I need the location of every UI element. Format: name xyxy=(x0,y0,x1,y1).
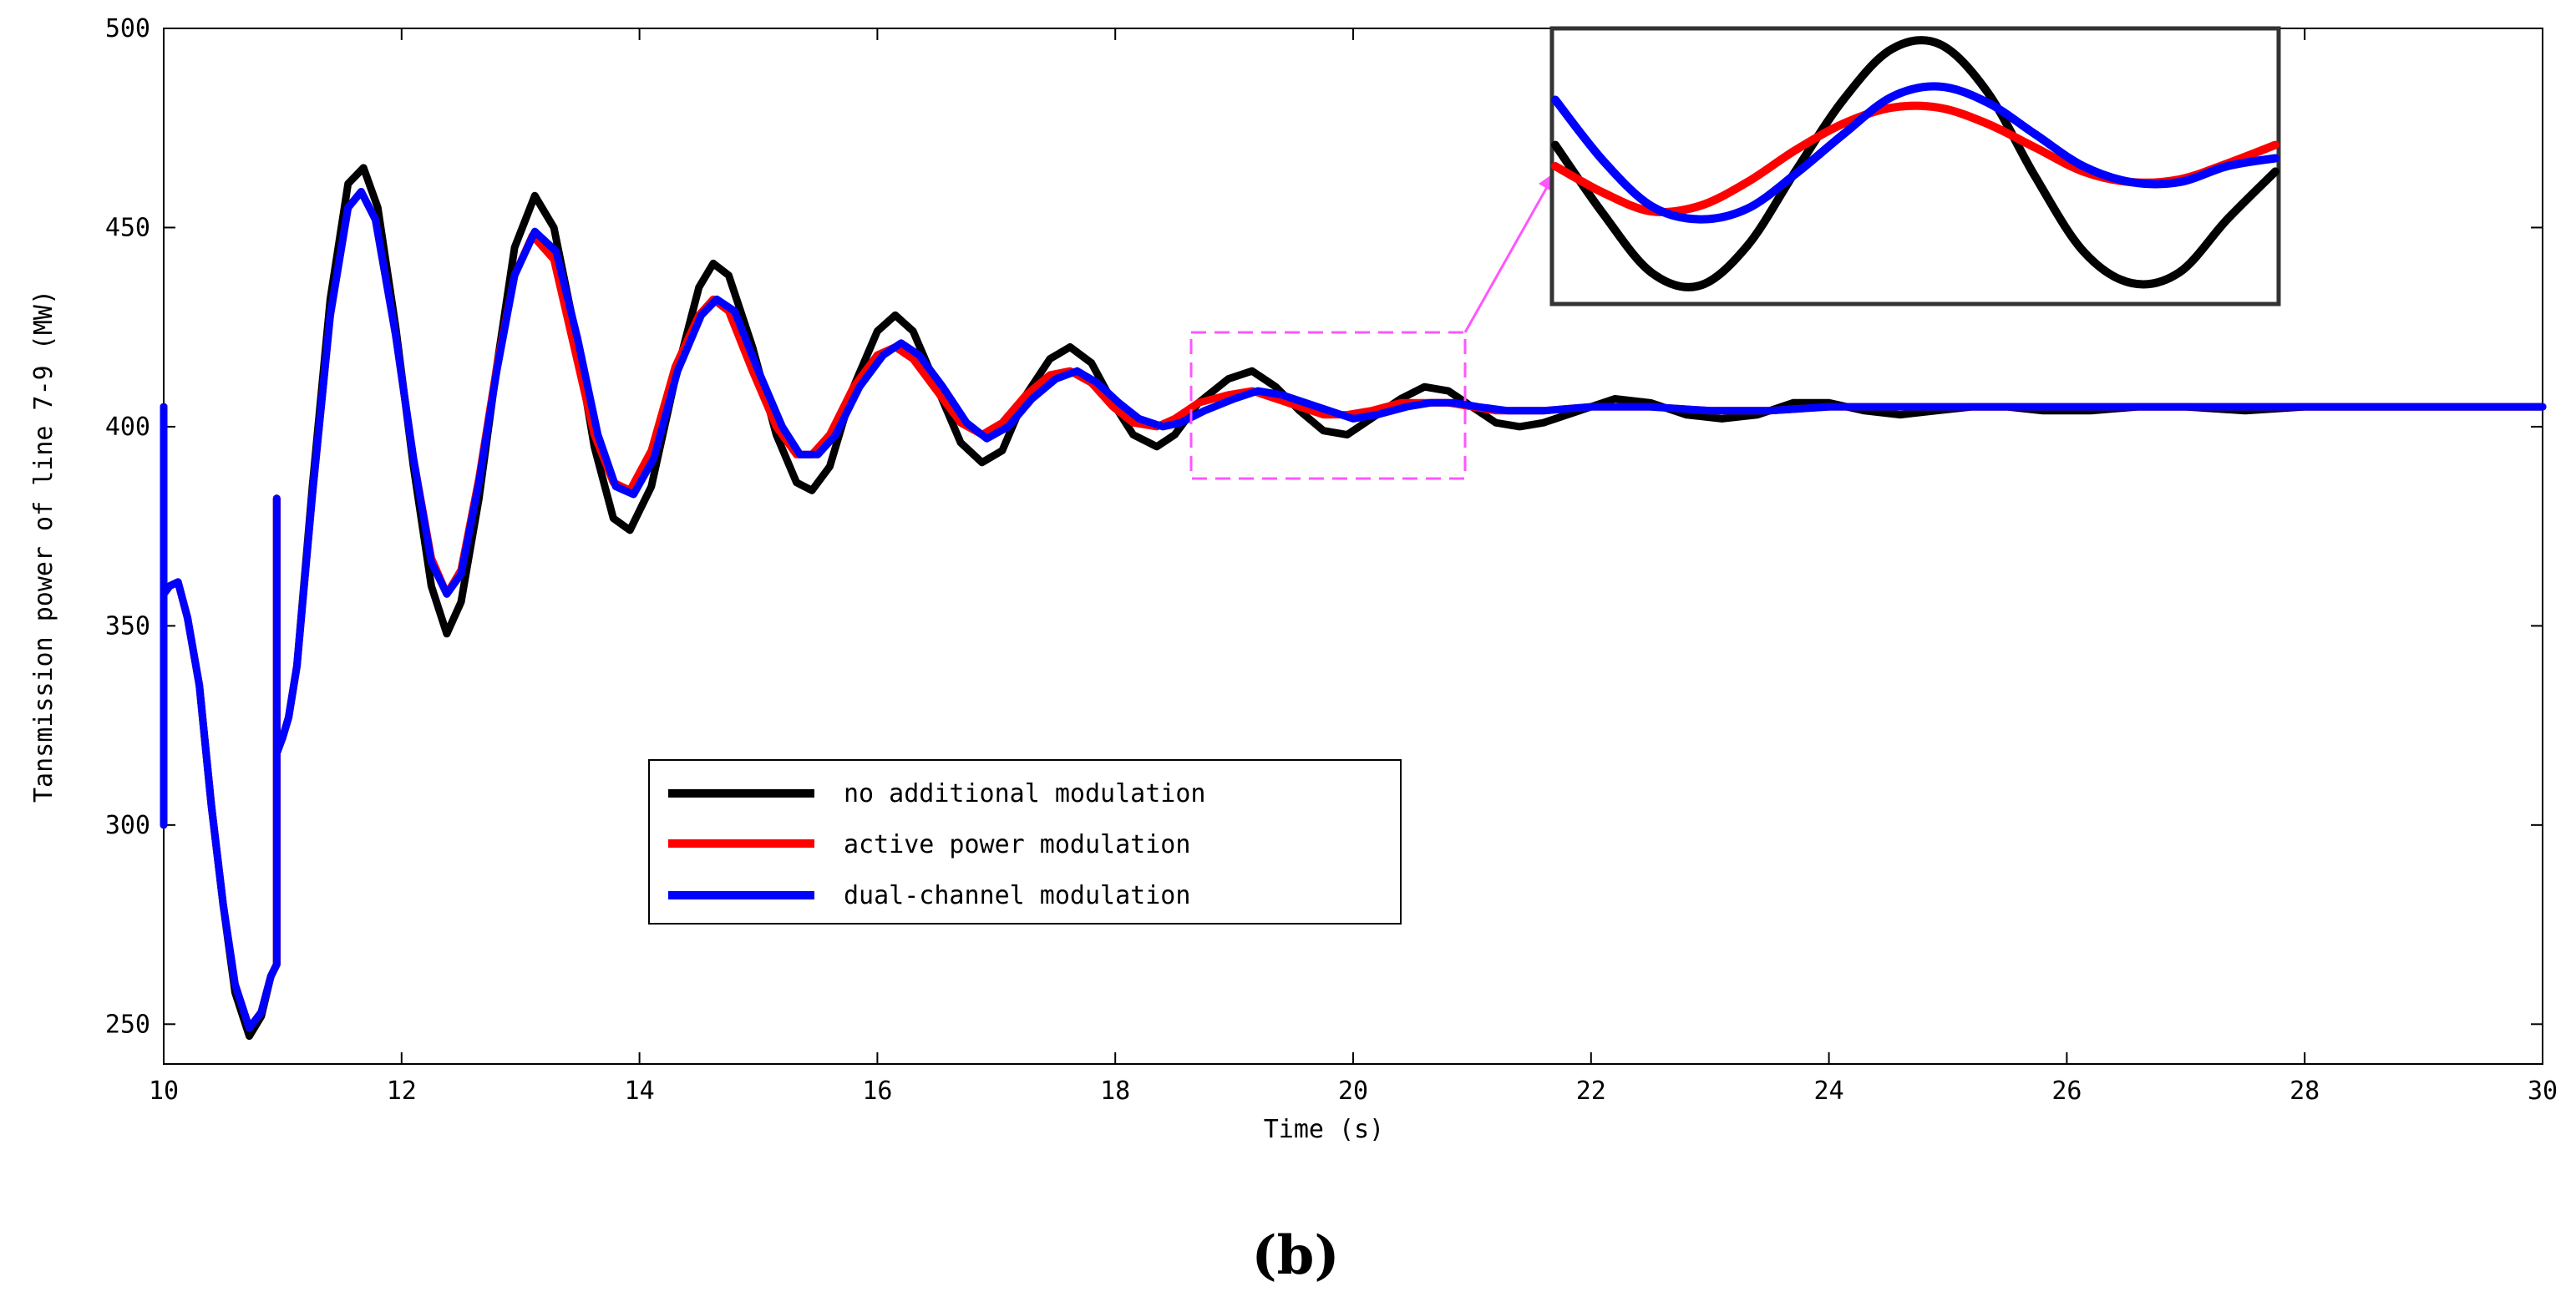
x-tick-label: 26 xyxy=(2051,1077,2082,1106)
y-tick-label: 350 xyxy=(105,611,150,641)
series-layer xyxy=(160,164,2547,1041)
x-tick-label: 20 xyxy=(1338,1077,1368,1106)
y-tick-label: 450 xyxy=(105,213,150,242)
x-tick-label: 12 xyxy=(387,1077,417,1106)
legend: no additional modulation active power mo… xyxy=(648,759,1402,925)
x-tick-label: 30 xyxy=(2528,1077,2558,1106)
legend-label-no-modulation: no additional modulation xyxy=(844,779,1205,808)
x-tick-label: 14 xyxy=(625,1077,655,1106)
x-tick-label: 22 xyxy=(1576,1077,1606,1106)
x-tick-label: 18 xyxy=(1100,1077,1130,1106)
panel-label: (b) xyxy=(1251,1224,1339,1287)
legend-label-active-power: active power modulation xyxy=(844,830,1190,859)
series-dual-channel-modulation xyxy=(160,188,2547,1032)
legend-label-dual-channel: dual-channel modulation xyxy=(844,881,1190,910)
inset-layer xyxy=(1551,36,2279,291)
x-tick-label: 24 xyxy=(1814,1077,1844,1106)
inset-series-no-additional-modulation xyxy=(1551,36,2279,291)
x-tick-label: 10 xyxy=(149,1077,179,1106)
x-tick-label: 28 xyxy=(2289,1077,2320,1106)
inset-series-dual-channel-modulation xyxy=(1551,82,2279,224)
x-axis-title: Time (s) xyxy=(1264,1115,1385,1144)
y-tick-label: 250 xyxy=(105,1010,150,1039)
inset-frame xyxy=(1549,26,2281,307)
y-axis-title: Tansmission power of line 7-9 (MW) xyxy=(29,290,58,803)
y-tick-label: 300 xyxy=(105,811,150,840)
y-tick-label: 500 xyxy=(105,14,150,43)
axis-ticks: 10 12 14 16 18 20 22 24 26 28 30 250 300 350 400 450 500 xyxy=(105,14,2558,1106)
y-tick-label: 400 xyxy=(105,413,150,442)
x-tick-label: 16 xyxy=(862,1077,892,1106)
zoom-arrow-line xyxy=(1463,175,1555,333)
